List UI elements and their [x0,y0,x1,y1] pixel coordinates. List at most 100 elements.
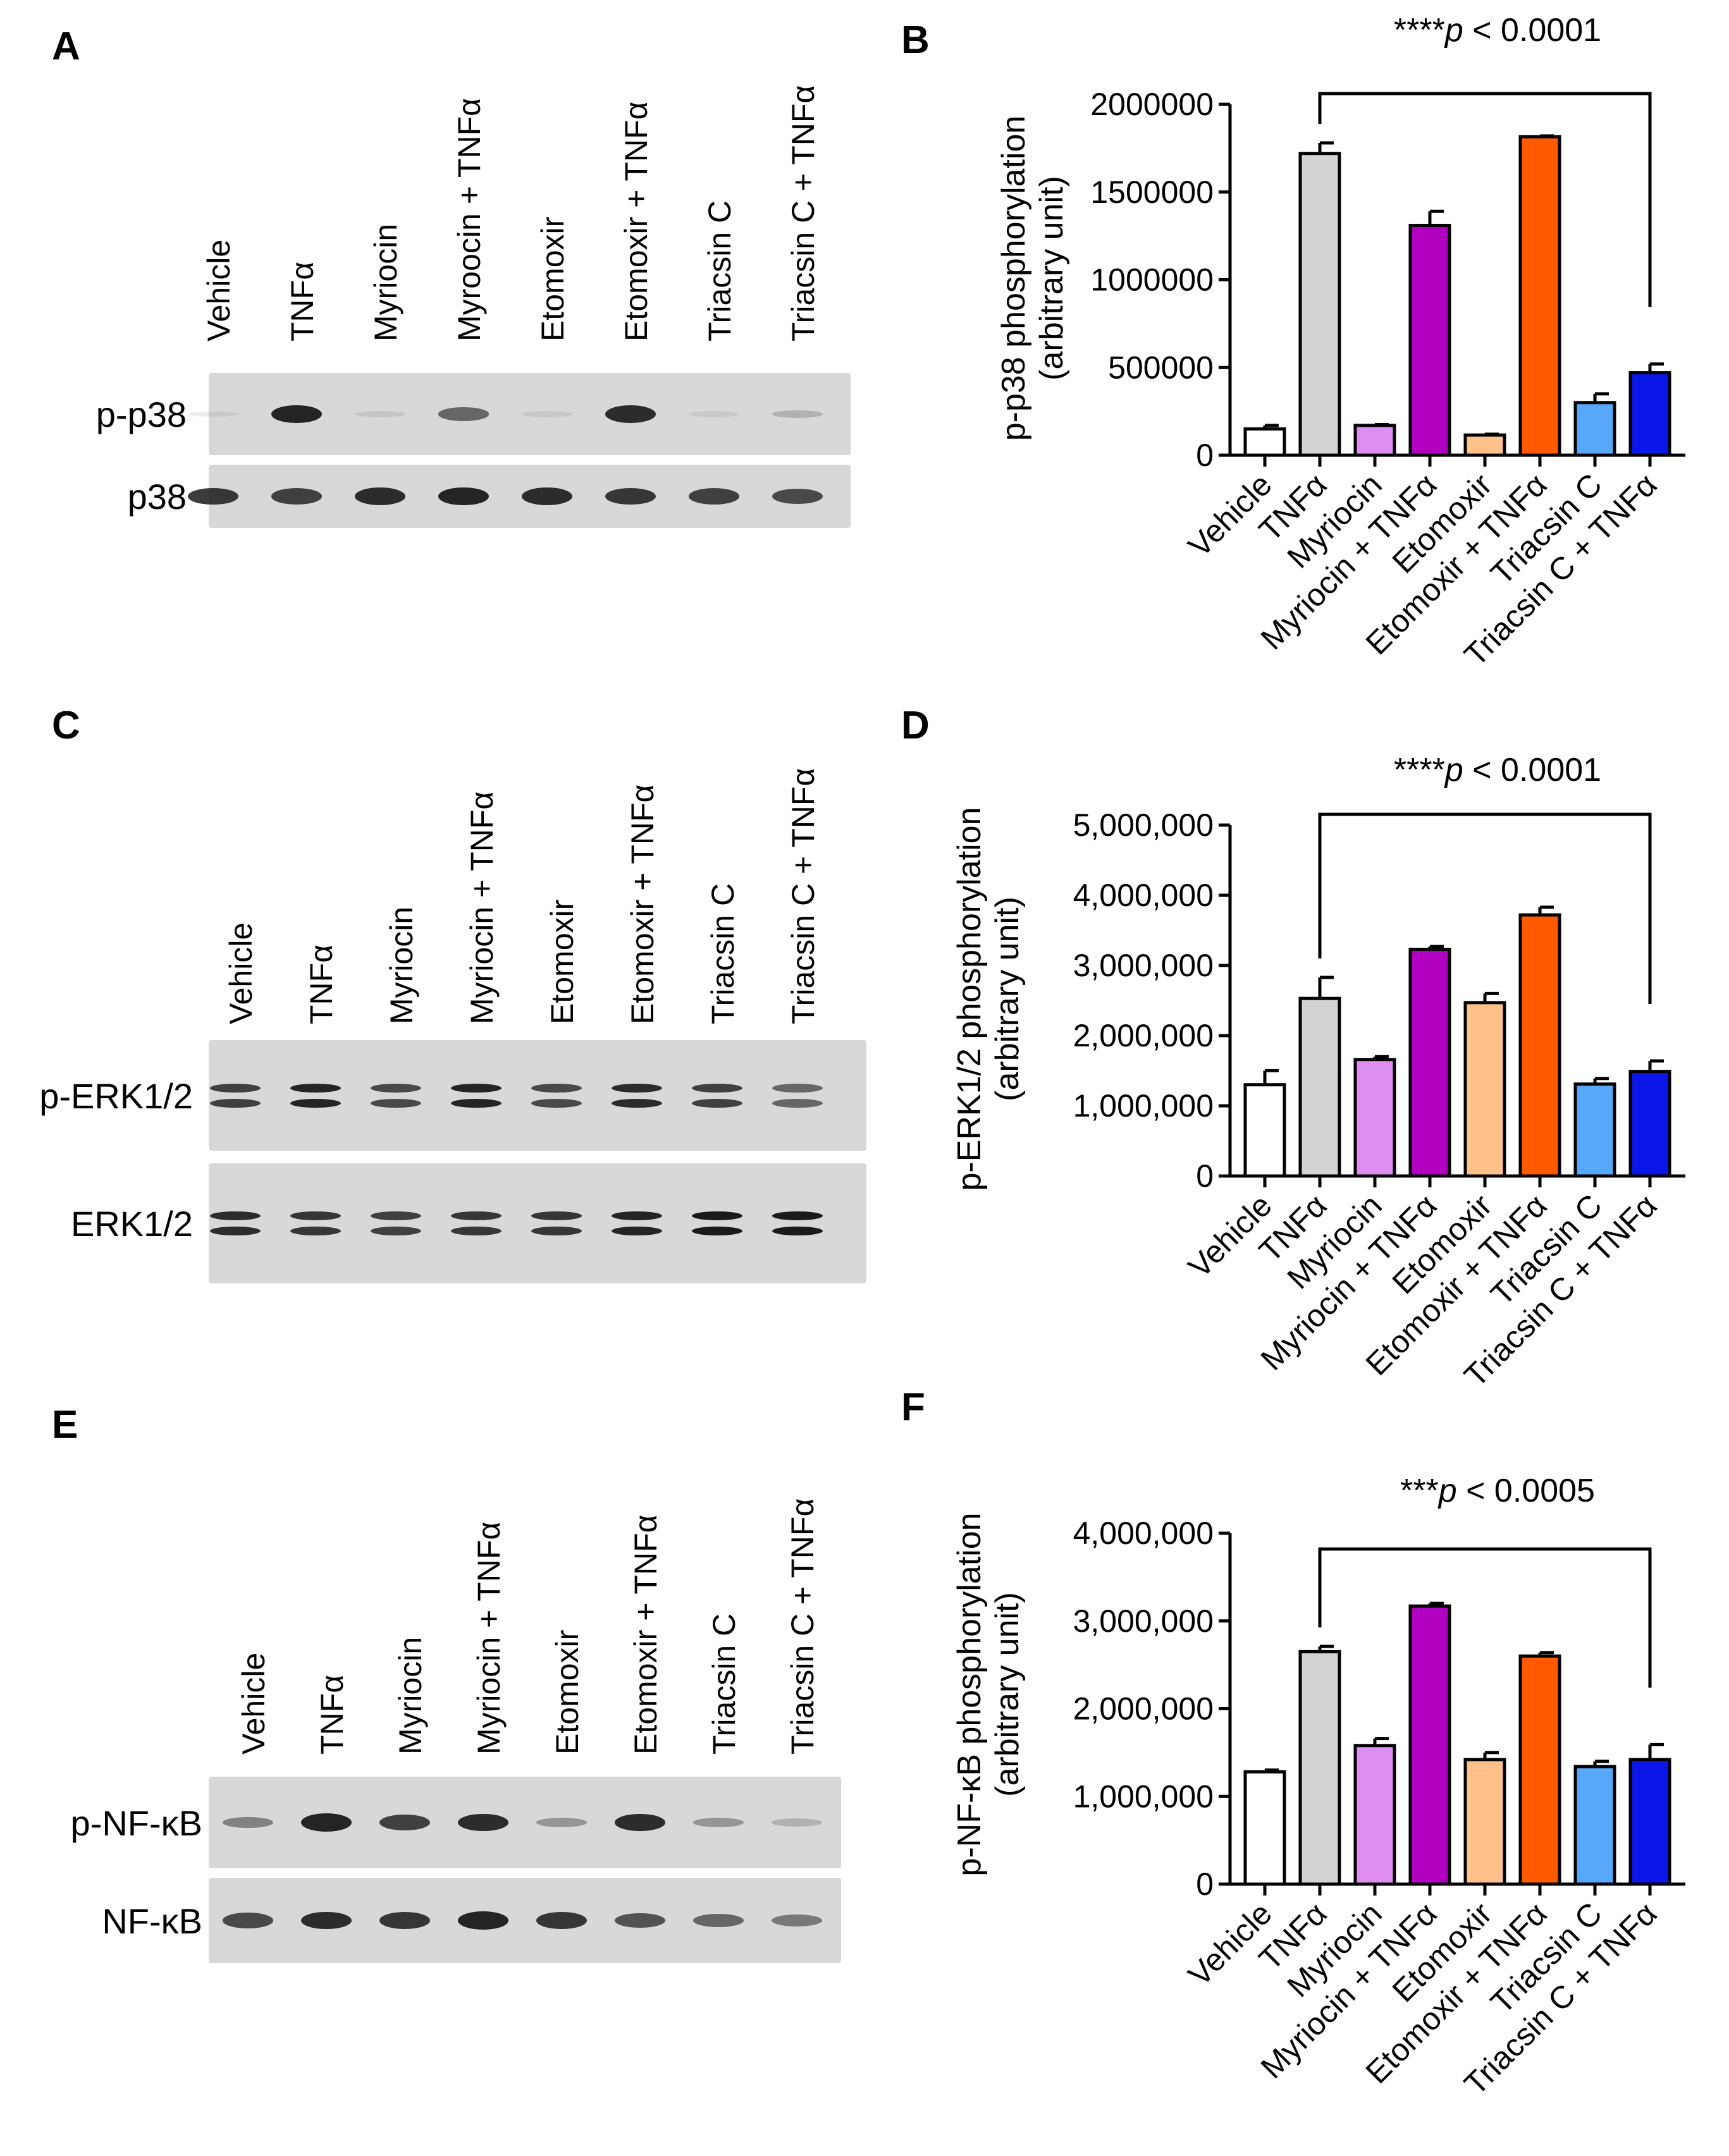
blot-band [210,1098,261,1108]
lane-label: Etomoxir + TNFα [628,1514,663,1755]
blot-band [689,488,739,505]
lane-label: Myriocin + TNFα [464,791,500,1024]
bar [1353,1744,1396,1886]
blot-band [451,1227,501,1235]
significance-bracket [1318,812,1652,1004]
y-tick-label: 500000 [1108,350,1214,385]
blot-band [612,1098,662,1108]
blot-band [772,1227,823,1235]
blot-band [290,1098,341,1108]
blot-band [210,1083,261,1093]
bar [1408,1604,1451,1886]
blot-band [692,1083,742,1093]
blot-band [772,1818,822,1827]
blot-band [458,1911,508,1930]
bar [1518,1654,1561,1886]
blot-band [301,1911,352,1930]
blot-band [692,1227,742,1235]
bar [1463,1758,1506,1886]
bar [1243,427,1286,457]
significance-label: ***p < 0.0005 [1400,1473,1595,1509]
blot-strip [209,1040,866,1151]
significance-label: ****p < 0.0001 [1394,752,1601,788]
lane-label: Triacsin C + TNFα [785,768,821,1024]
band-row-label: NF-κB [102,1901,202,1941]
blot-band [536,1817,587,1828]
blot-band [271,405,322,424]
blot-strip [209,1163,866,1283]
lane-label: Triacsin C [702,200,737,341]
y-tick-label: 4,000,000 [1073,878,1214,913]
blot-band [772,1211,823,1220]
lane-label: Myriocin [384,906,419,1024]
blot-band [605,405,656,423]
y-tick-label: 1,000,000 [1073,1779,1214,1814]
blot-band [615,1813,665,1832]
blot-band [355,487,405,505]
lane-label: Triacsin C + TNFα [785,85,821,341]
panel-letter-d: D [901,704,930,747]
blot-band [612,1083,662,1093]
lane-label: Vehicle [223,922,259,1024]
bar [1298,996,1341,1178]
y-tick-label: 2000000 [1090,87,1214,122]
blot-band [379,1912,430,1929]
bar [1408,223,1451,457]
blot-band [188,487,238,505]
blot-band [692,1098,742,1108]
significance-bracket [1318,92,1652,307]
band-row-label: p38 [127,477,187,517]
blot-band [772,1083,823,1093]
blot-band [438,487,489,506]
panel-letter-b: B [901,18,930,62]
blot-band [689,411,739,417]
blot-band [223,1816,273,1828]
blot-band [379,1814,430,1831]
lane-label: TNFα [285,261,320,341]
panel-letter-f: F [901,1385,925,1429]
y-tick-label: 0 [1196,1866,1214,1902]
blot-band [531,1098,582,1108]
blot-band [290,1227,341,1235]
blot-band [693,1913,744,1928]
lane-label: Vehicle [201,239,237,341]
blot-band [522,411,572,417]
y-tick-label: 1500000 [1090,175,1214,210]
bar [1573,401,1616,457]
blot-band [612,1227,662,1235]
blot-band [531,1211,582,1220]
y-tick-label: 3,000,000 [1073,948,1214,983]
significance-bracket [1318,1547,1652,1688]
bar [1628,1758,1671,1886]
blot-band [692,1211,742,1220]
y-tick-label: 2,000,000 [1073,1018,1214,1053]
lane-label: Myroocin + TNFα [452,97,487,341]
blot-band [772,410,823,419]
blot-band [371,1211,421,1220]
blot-band [271,488,322,505]
bar [1243,1770,1286,1886]
blot-band [290,1083,341,1093]
bar-chart-d: 0 1,000,000 2,000,000 3,000,000 4,000,000 5,0… [951,752,1685,1393]
band-row-label: ERK1/2 [71,1204,193,1244]
bar [1518,135,1561,457]
blot-band [438,407,489,421]
panel-letter-a: A [52,25,80,68]
y-axis-label: p-p38 phosphorylation(arbitrary unit) [995,116,1070,441]
blot-band [522,487,572,505]
bar [1628,371,1671,457]
band-row-label: p-NF-κB [70,1803,202,1843]
y-axis-label: p-ERK1/2 phosphorylation(arbitrary unit) [951,807,1026,1191]
bar [1408,947,1451,1178]
blot-band [772,488,823,505]
blot-band [371,1227,421,1235]
lane-label: Triacsin C + TNFα [785,1498,820,1755]
blot-band [458,1813,508,1832]
y-tick-label: 0 [1196,438,1214,473]
western-blot-e: Vehicle TNFα Myriocin Myriocin + TNFα Etomox… [0,1410,885,1979]
y-axis-label: p-NF-κB phosphorylation(arbitrary unit) [951,1512,1026,1876]
bar-chart-f: 0 1,000,000 2,000,000 3,000,000 4,000,000 p-N… [951,1473,1685,2102]
lane-label: Etomoxir [535,216,570,341]
bar [1298,1650,1341,1886]
blot-band [451,1211,501,1220]
